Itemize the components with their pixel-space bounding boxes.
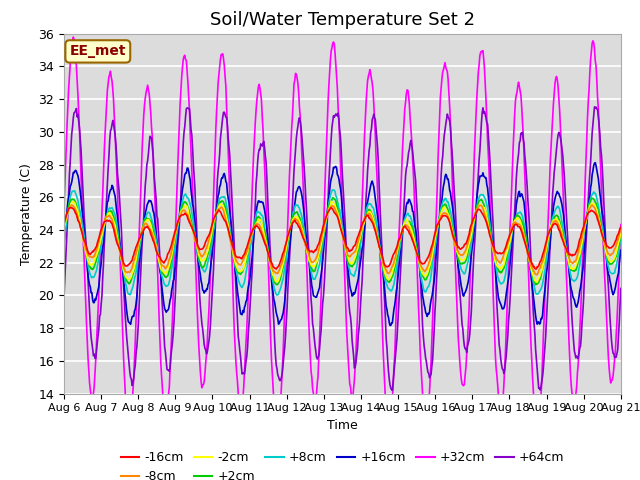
+8cm (329, 187, 337, 192)
-8cm (410, 241, 418, 247)
+2cm (70, 197, 78, 203)
Title: Soil/Water Temperature Set 2: Soil/Water Temperature Set 2 (210, 11, 475, 29)
+16cm (617, 247, 625, 253)
-2cm (532, 279, 540, 285)
-8cm (70, 204, 78, 210)
-8cm (426, 255, 434, 261)
+8cm (617, 235, 625, 241)
+2cm (127, 276, 135, 282)
-2cm (617, 230, 625, 236)
+8cm (214, 205, 221, 211)
-8cm (588, 202, 596, 208)
+2cm (214, 206, 221, 212)
Line: +2cm: +2cm (64, 198, 621, 285)
+16cm (127, 317, 135, 323)
-16cm (71, 209, 79, 215)
+32cm (617, 222, 625, 228)
+2cm (428, 255, 436, 261)
Text: EE_met: EE_met (70, 44, 126, 59)
+2cm (273, 282, 281, 288)
+16cm (214, 200, 221, 205)
+64cm (60, 294, 68, 300)
+8cm (412, 240, 419, 245)
Line: +16cm: +16cm (64, 163, 621, 325)
-8cm (127, 267, 135, 273)
+64cm (388, 388, 396, 394)
-8cm (60, 222, 68, 228)
+16cm (60, 243, 68, 249)
+2cm (60, 228, 68, 233)
Legend: -16cm, -8cm, -2cm, +2cm, +8cm, +16cm, +32cm, +64cm: -16cm, -8cm, -2cm, +2cm, +8cm, +16cm, +3… (116, 446, 569, 480)
+2cm (617, 232, 625, 238)
+16cm (386, 323, 394, 328)
Line: +8cm: +8cm (64, 190, 621, 295)
-16cm (185, 217, 193, 223)
+2cm (329, 195, 337, 201)
+64cm (428, 371, 435, 377)
-16cm (412, 246, 419, 252)
+8cm (60, 238, 68, 244)
+8cm (184, 195, 192, 201)
+8cm (70, 188, 78, 194)
+64cm (617, 286, 625, 291)
+64cm (411, 169, 419, 175)
+64cm (184, 105, 192, 111)
+64cm (70, 110, 78, 116)
-16cm (214, 208, 222, 214)
+32cm (70, 34, 77, 40)
-16cm (67, 204, 74, 210)
-2cm (214, 208, 221, 214)
Line: +32cm: +32cm (64, 37, 621, 441)
-8cm (617, 226, 625, 231)
+64cm (591, 104, 598, 110)
-16cm (128, 257, 136, 263)
-2cm (327, 198, 335, 204)
+32cm (533, 438, 541, 444)
-2cm (184, 206, 192, 212)
+32cm (71, 42, 79, 48)
-16cm (60, 220, 68, 226)
+32cm (185, 93, 193, 99)
+16cm (411, 222, 419, 228)
-2cm (428, 258, 435, 264)
+2cm (184, 204, 192, 210)
-16cm (617, 225, 625, 230)
+2cm (412, 240, 419, 246)
Line: +64cm: +64cm (64, 107, 621, 391)
-8cm (214, 207, 221, 213)
+16cm (428, 297, 435, 303)
+32cm (411, 208, 419, 214)
-8cm (533, 272, 541, 278)
+64cm (127, 376, 135, 382)
+32cm (60, 205, 68, 211)
Line: -2cm: -2cm (64, 201, 621, 282)
X-axis label: Time: Time (327, 419, 358, 432)
-2cm (70, 200, 78, 205)
Line: -8cm: -8cm (64, 205, 621, 275)
+8cm (273, 292, 281, 298)
+64cm (214, 178, 221, 183)
+16cm (184, 165, 192, 171)
-2cm (60, 227, 68, 232)
+16cm (591, 160, 599, 166)
+16cm (70, 170, 78, 176)
Line: -16cm: -16cm (64, 207, 621, 269)
+32cm (214, 80, 222, 86)
+32cm (128, 400, 136, 406)
-16cm (428, 243, 436, 249)
-16cm (273, 266, 280, 272)
-2cm (127, 274, 135, 280)
+8cm (127, 288, 135, 294)
-8cm (184, 212, 192, 218)
Y-axis label: Temperature (C): Temperature (C) (20, 163, 33, 264)
+8cm (428, 266, 436, 272)
-2cm (411, 240, 419, 246)
+32cm (428, 359, 435, 364)
